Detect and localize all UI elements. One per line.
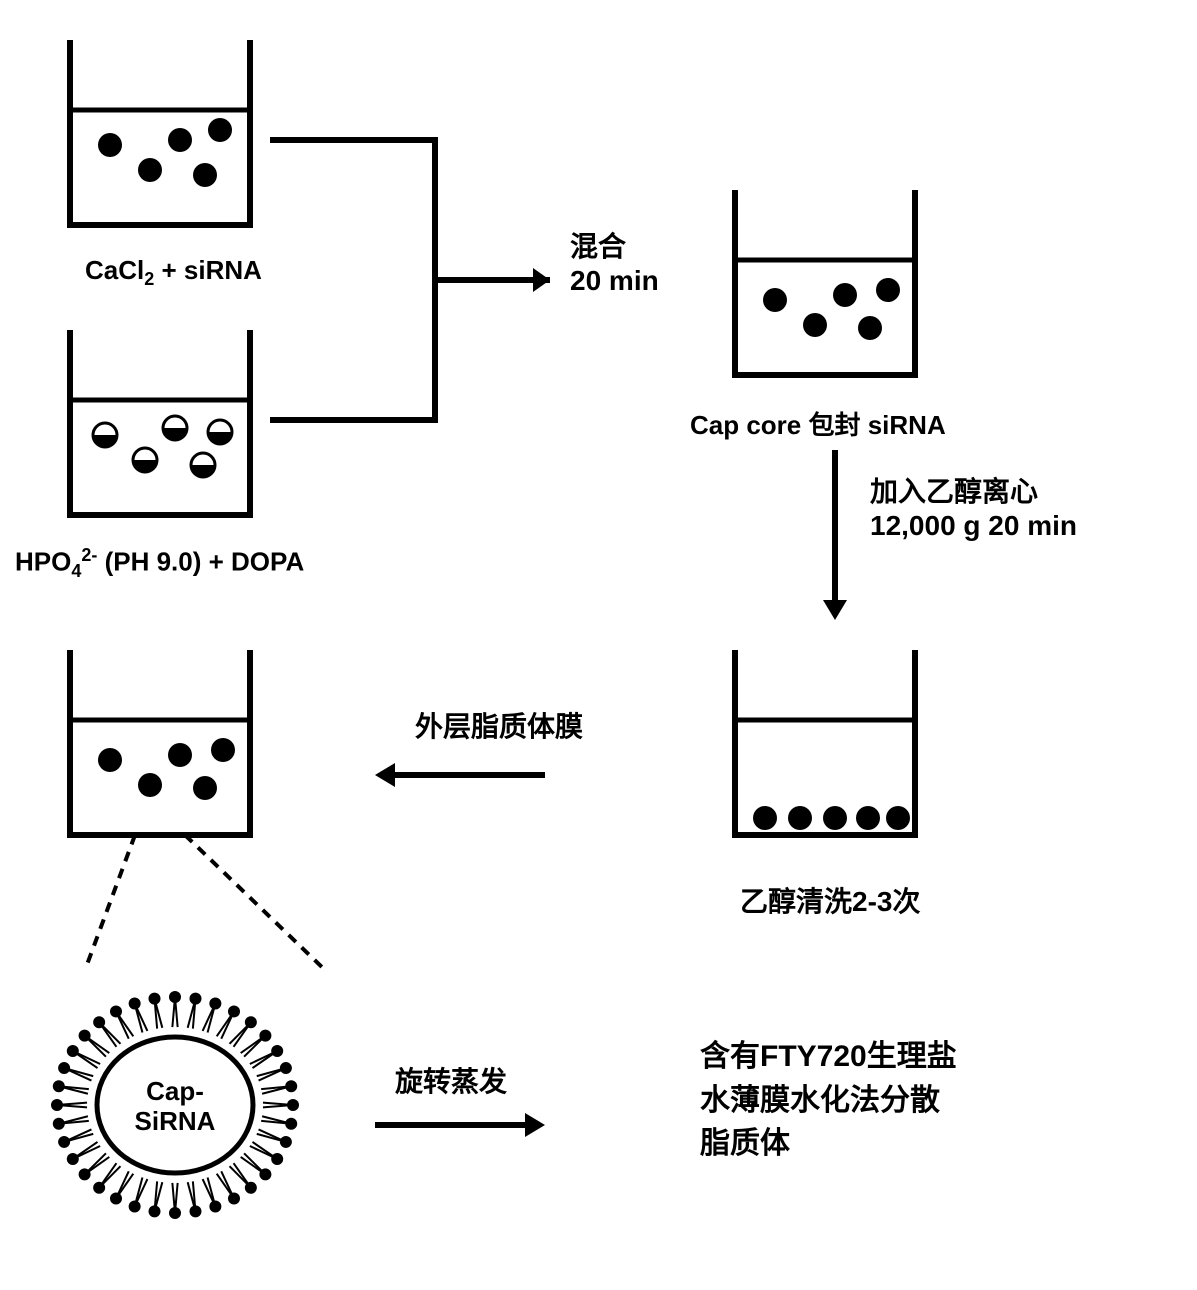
arrow-text-centrifuge: 加入乙醇离心 12,000 g 20 min: [870, 470, 1077, 542]
beaker-cacl2-sirna: [55, 30, 265, 240]
final-text-block: 含有FTY720生理盐 水薄膜水化法分散 脂质体: [700, 1035, 1100, 1166]
beaker-ethanol-wash: [720, 640, 930, 850]
label-ethanol-wash: 乙醇清洗2-3次: [740, 880, 920, 920]
label-cap-core: Cap core 包封 siRNA: [690, 405, 946, 442]
svg-text:SiRNA: SiRNA: [135, 1106, 216, 1136]
liposome-diagram: Cap- SiRNA: [25, 955, 325, 1255]
label-hpo4-dopa: HPO42- (PH 9.0) + DOPA: [15, 545, 304, 582]
svg-text:Cap-: Cap-: [146, 1076, 204, 1106]
arrow-text-mix: 混合 20 min: [570, 225, 659, 297]
beaker-cap-core: [720, 180, 930, 390]
arrow-text-evaporation: 旋转蒸发: [395, 1060, 507, 1100]
label-cacl2-sirna: CaCl2 + siRNA: [85, 255, 262, 290]
arrow-left-membrane: [370, 755, 550, 795]
arrow-text-membrane: 外层脂质体膜: [415, 705, 583, 745]
beaker-final: [55, 640, 265, 850]
merge-bracket: [265, 130, 565, 450]
beaker-hpo4-dopa: [55, 320, 265, 530]
arrow-right-evaporation: [370, 1105, 550, 1145]
arrow-down-centrifuge: [815, 445, 855, 625]
